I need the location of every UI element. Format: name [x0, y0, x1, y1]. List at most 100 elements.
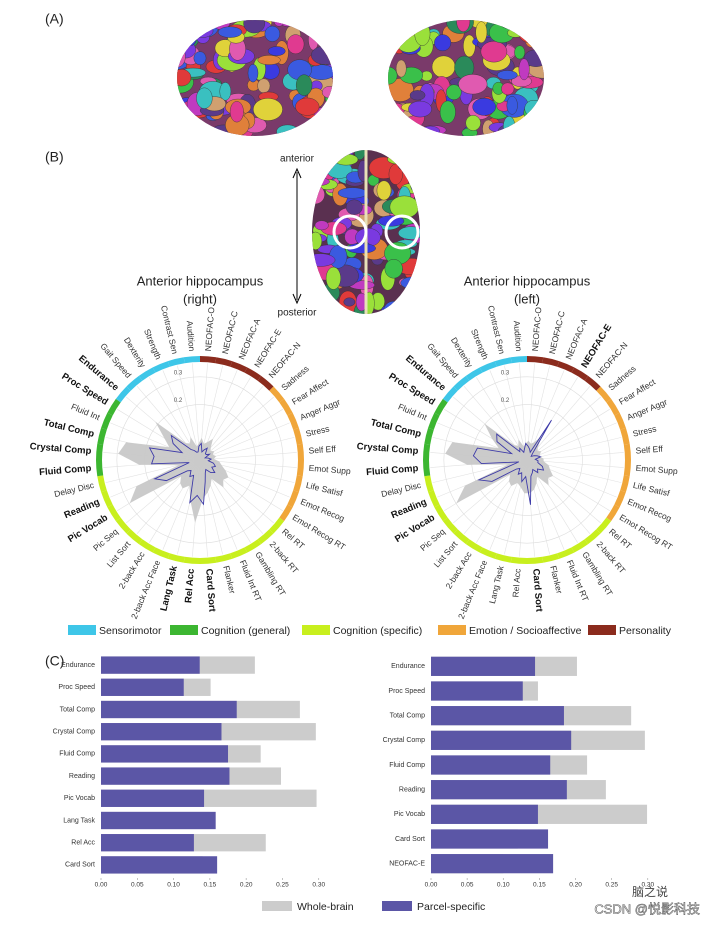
group-ring	[269, 517, 285, 534]
parcel-line	[472, 419, 552, 505]
parcel	[398, 226, 420, 240]
y-tick-label: NEOFAC-E	[389, 861, 425, 868]
legend-swatch	[68, 625, 96, 635]
parcel	[496, 70, 518, 80]
x-tick-label: 0.10	[497, 882, 510, 889]
parcel	[497, 124, 521, 136]
parcel	[243, 20, 266, 34]
group-ring	[269, 386, 285, 403]
whole-brain-area	[118, 421, 229, 523]
parcel	[181, 24, 200, 48]
legend-label: Cognition (specific)	[333, 625, 422, 637]
legend-swatch	[302, 625, 330, 635]
category-label: Strength	[142, 327, 164, 361]
group-ring	[244, 539, 262, 553]
parcel	[409, 276, 420, 296]
parcel	[312, 231, 323, 250]
group-ring	[167, 553, 185, 563]
parcel	[177, 45, 186, 68]
parcel-bar	[101, 856, 218, 874]
parcel	[182, 21, 197, 35]
group-ring	[97, 475, 107, 493]
group-ring	[453, 529, 470, 545]
parcel	[384, 259, 403, 279]
group-ring	[126, 375, 143, 391]
legend-swatch	[170, 625, 198, 635]
x-tick-label: 0.20	[569, 882, 582, 889]
parcel	[217, 26, 243, 38]
parcel	[229, 101, 244, 123]
parcel-bar	[431, 829, 549, 849]
orientation-label: anterior	[280, 154, 315, 165]
group-ring	[442, 386, 458, 403]
roi-circle	[384, 214, 420, 250]
parcel	[191, 24, 214, 38]
parcel	[276, 124, 299, 136]
category-label: Audition	[512, 320, 524, 352]
spoke	[199, 452, 297, 461]
group-ring	[230, 361, 248, 373]
parcel	[247, 64, 259, 83]
group-ring	[614, 412, 626, 430]
legend-label: Whole-brain	[297, 901, 354, 913]
group-ring	[606, 398, 620, 416]
category-label: Life Satisf	[632, 480, 671, 499]
parcel	[312, 253, 336, 267]
chart-subtitle: (right)	[183, 291, 217, 306]
group-ring	[623, 459, 631, 477]
group-ring	[126, 529, 143, 545]
group-ring	[510, 356, 528, 364]
group-ring	[571, 539, 589, 553]
group-ring	[257, 529, 274, 545]
y-tick-label: Fluid Comp	[59, 751, 95, 758]
r-tick-label: 0.2	[174, 398, 183, 404]
y-tick-label: Pic Vocab	[64, 795, 95, 802]
parcel-bar	[101, 767, 230, 785]
group-ring	[423, 459, 431, 477]
group-ring	[296, 459, 304, 477]
parcel	[314, 220, 329, 231]
panel-label: (C)	[45, 653, 64, 669]
group-ring	[215, 553, 233, 563]
parcel	[529, 20, 544, 30]
orientation-label: posterior	[278, 308, 318, 319]
x-tick-label: 0.00	[425, 882, 438, 889]
group-ring	[96, 443, 104, 461]
parcel-bar	[101, 656, 200, 674]
legend-swatch	[438, 625, 466, 635]
parcel	[501, 82, 515, 96]
parcel	[191, 20, 215, 25]
parcel	[518, 24, 544, 44]
parcel-bar	[101, 678, 184, 696]
parcel	[308, 28, 319, 51]
group-ring	[434, 504, 448, 522]
legend-label: Cognition (general)	[201, 625, 290, 637]
arrow-head	[292, 167, 302, 179]
brain-renderings	[177, 20, 544, 314]
group-ring	[287, 490, 299, 508]
spoke	[199, 422, 290, 461]
parcel	[383, 301, 404, 314]
parcel-line	[148, 434, 217, 506]
parcel	[273, 20, 285, 27]
parcel	[524, 100, 543, 118]
group-ring	[107, 504, 121, 522]
r-tick-label: 0.3	[174, 370, 183, 376]
parcel	[519, 20, 544, 36]
group-ring	[215, 357, 233, 367]
y-tick-label: Card Sort	[395, 836, 425, 843]
group-ring	[620, 427, 630, 445]
group-ring	[557, 361, 575, 373]
parcel	[480, 40, 508, 63]
spoke	[177, 365, 201, 461]
panel-label: (A)	[45, 11, 64, 27]
parcel	[193, 51, 207, 65]
category-label: Lang Task	[158, 564, 180, 612]
category-label: Delay Disc	[380, 480, 423, 499]
category-label: Emot Supp	[308, 463, 351, 476]
category-label: Self Eff	[635, 444, 664, 456]
y-tick-label: Total Comp	[390, 713, 426, 720]
parcel	[186, 25, 197, 46]
spoke	[526, 437, 622, 461]
